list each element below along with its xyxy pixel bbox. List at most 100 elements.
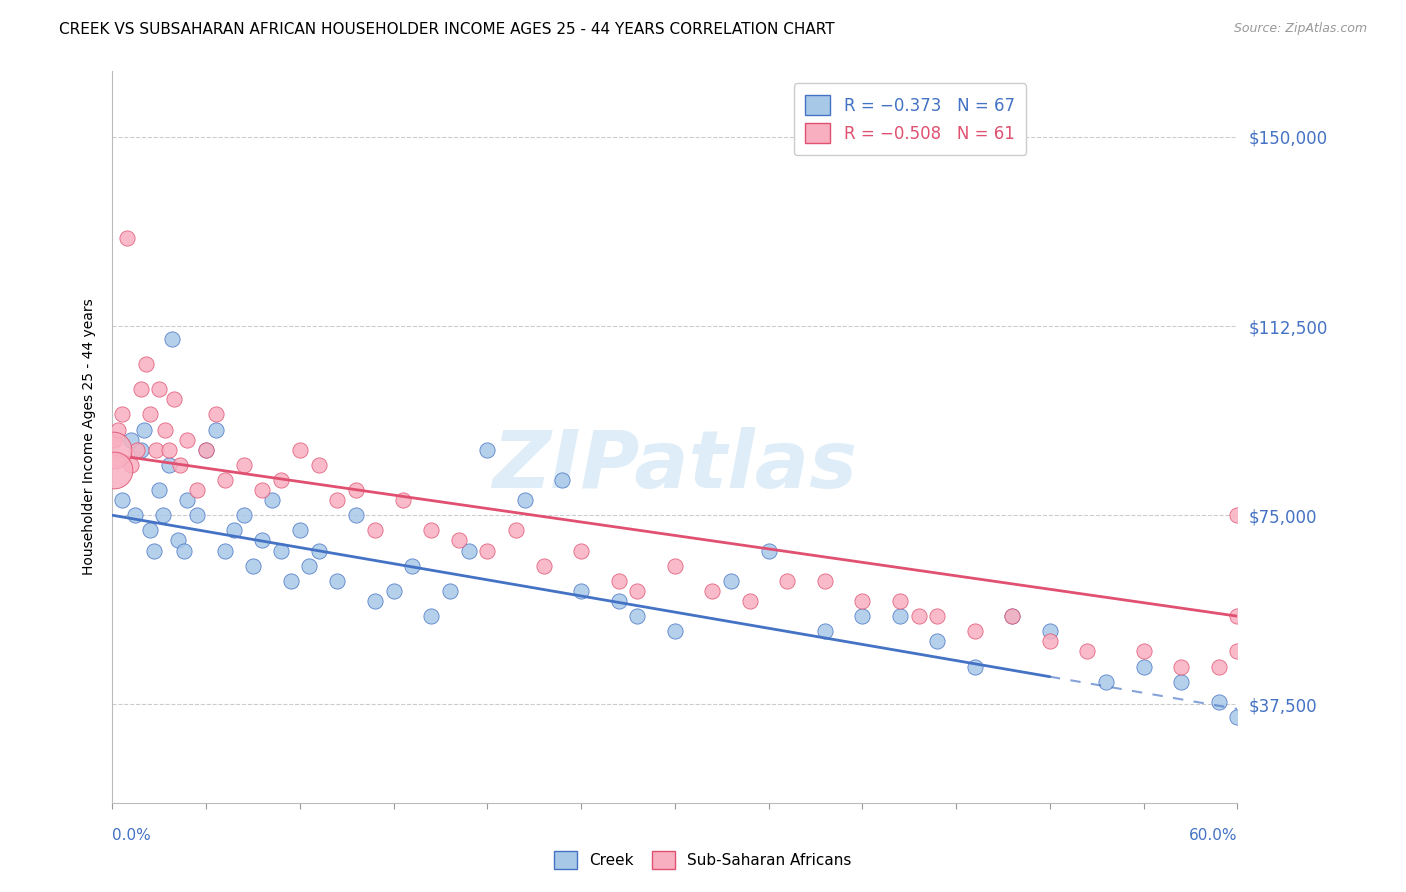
Point [382, 583, 405, 598]
Point [927, 609, 949, 624]
Point [664, 624, 686, 639]
Point [129, 442, 152, 457]
Point [111, 408, 134, 422]
Point [288, 524, 311, 538]
Point [814, 574, 837, 588]
Point [167, 533, 190, 548]
Point [505, 524, 527, 538]
Point [344, 508, 367, 523]
Point [120, 458, 142, 472]
Point [204, 408, 226, 422]
Point [626, 583, 648, 598]
Text: 0.0%: 0.0% [112, 828, 152, 843]
Point [308, 458, 330, 472]
Point [120, 433, 142, 447]
Point [270, 543, 292, 558]
Point [1039, 634, 1062, 648]
Point [204, 423, 226, 437]
Point [889, 609, 911, 624]
Point [420, 609, 443, 624]
Point [1095, 674, 1118, 689]
Y-axis label: Householder Income Ages 25 - 44 years: Householder Income Ages 25 - 44 years [82, 299, 96, 575]
Point [224, 524, 246, 538]
Point [107, 423, 129, 437]
Point [533, 558, 555, 573]
Point [364, 594, 387, 608]
Point [439, 583, 461, 598]
Point [963, 659, 986, 673]
Point [1039, 624, 1062, 639]
Point [1001, 609, 1024, 624]
Point [270, 473, 292, 487]
Point [252, 533, 274, 548]
Point [457, 543, 479, 558]
Point [569, 543, 592, 558]
Point [1076, 644, 1098, 658]
Point [232, 508, 254, 523]
Point [720, 574, 742, 588]
Point [103, 442, 125, 457]
Point [1170, 659, 1192, 673]
Point [401, 558, 423, 573]
Point [139, 524, 162, 538]
Point [326, 574, 349, 588]
Point [214, 473, 236, 487]
Point [125, 442, 148, 457]
Point [280, 574, 302, 588]
Point [1226, 508, 1249, 523]
Point [186, 483, 208, 497]
Text: 60.0%: 60.0% [1189, 828, 1237, 843]
Point [449, 533, 471, 548]
Point [152, 508, 174, 523]
Point [111, 493, 134, 508]
Point [851, 594, 873, 608]
Point [145, 442, 167, 457]
Point [889, 594, 911, 608]
Point [134, 423, 156, 437]
Point [157, 458, 180, 472]
Point [626, 609, 648, 624]
Point [157, 442, 180, 457]
Point [173, 543, 195, 558]
Point [124, 508, 146, 523]
Point [364, 524, 387, 538]
Point [148, 382, 170, 396]
Point [607, 594, 630, 608]
Point [392, 493, 415, 508]
Point [214, 543, 236, 558]
Point [176, 433, 198, 447]
Point [1226, 644, 1249, 658]
Point [176, 493, 198, 508]
Point [927, 634, 949, 648]
Point [513, 493, 536, 508]
Point [288, 442, 311, 457]
Legend: R = −0.373   N = 67, R = −0.508   N = 61: R = −0.373 N = 67, R = −0.508 N = 61 [794, 83, 1026, 155]
Point [298, 558, 321, 573]
Point [260, 493, 283, 508]
Point [1132, 644, 1154, 658]
Point [326, 493, 349, 508]
Point [738, 594, 761, 608]
Point [420, 524, 443, 538]
Point [907, 609, 929, 624]
Point [569, 583, 592, 598]
Point [153, 423, 176, 437]
Point [1226, 710, 1249, 724]
Point [162, 332, 184, 346]
Point [232, 458, 254, 472]
Point [142, 543, 165, 558]
Point [344, 483, 367, 497]
Point [607, 574, 630, 588]
Point [1001, 609, 1024, 624]
Point [1244, 674, 1267, 689]
Point [242, 558, 264, 573]
Point [963, 624, 986, 639]
Point [169, 458, 191, 472]
Point [129, 382, 152, 396]
Point [148, 483, 170, 497]
Point [195, 442, 218, 457]
Legend: Creek, Sub-Saharan Africans: Creek, Sub-Saharan Africans [548, 845, 858, 875]
Point [851, 609, 873, 624]
Point [702, 583, 724, 598]
Point [117, 231, 139, 245]
